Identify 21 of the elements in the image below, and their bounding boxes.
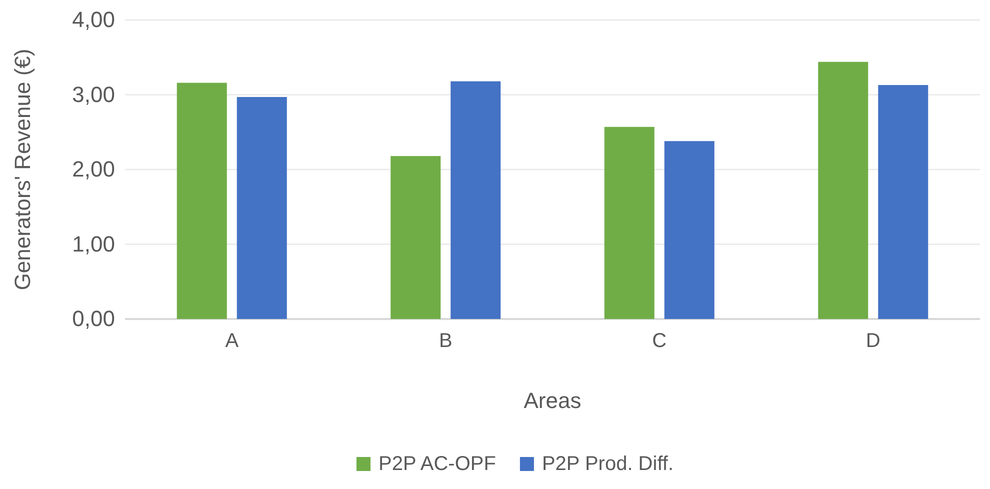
y-tick-label: 1,00 xyxy=(72,231,115,256)
y-tick-label: 2,00 xyxy=(72,156,115,182)
x-axis-title: Areas xyxy=(524,388,582,413)
bar xyxy=(236,96,287,319)
y-tick-label: 3,00 xyxy=(72,82,115,107)
bar xyxy=(450,81,501,319)
bar xyxy=(176,82,227,319)
bar xyxy=(664,141,714,319)
y-axis-title: Generators' Revenue (€) xyxy=(10,48,35,290)
x-tick-label: C xyxy=(652,330,667,352)
y-tick-label: 4,00 xyxy=(72,7,115,32)
bar xyxy=(604,126,654,319)
bar xyxy=(818,62,868,319)
legend-label: P2P Prod. Diff. xyxy=(542,453,674,475)
bar xyxy=(390,156,441,319)
x-tick-label: B xyxy=(438,330,452,352)
y-tick-label: 0,00 xyxy=(72,306,115,332)
x-tick-label: A xyxy=(225,330,240,352)
x-tick-label: D xyxy=(866,330,880,352)
bar xyxy=(878,85,928,319)
legend-label: P2P AC-OPF xyxy=(378,453,496,475)
